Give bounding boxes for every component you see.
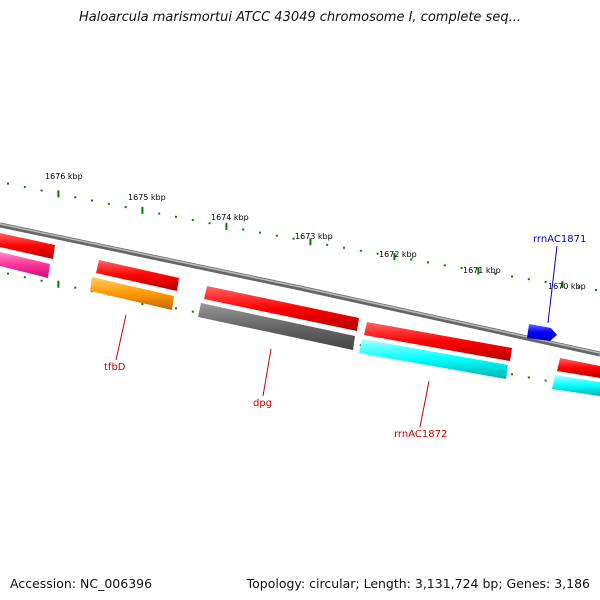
feature-cds-3[interactable] [204, 286, 359, 331]
ruler-label-1674: 1674 kbp [211, 213, 249, 222]
feature-dpg[interactable] [198, 303, 355, 350]
label-tfbD: tfbD [104, 362, 126, 373]
ruler-label-1672: 1672 kbp [379, 250, 417, 259]
feature-cds-1[interactable] [0, 233, 55, 259]
map-title: Haloarcula marismortui ATCC 43049 chromo… [79, 10, 521, 25]
label-rrnAC1872: rrnAC1872 [394, 429, 447, 440]
ruler-label-1671: 1671 kbp [463, 266, 501, 275]
outer-ruler-ticks [7, 182, 597, 291]
feature-rrnAC1872[interactable] [359, 339, 508, 379]
feature-pink[interactable] [0, 252, 50, 278]
label-dpg: dpg [253, 398, 272, 409]
leader-rrnAC1871 [547, 245, 558, 324]
ruler-label-1675: 1675 kbp [128, 193, 166, 202]
leader-dpg [262, 348, 272, 397]
ruler-label-1676: 1676 kbp [45, 172, 83, 181]
topology-summary: Topology: circular; Length: 3,131,724 bp… [246, 576, 590, 591]
label-rrnAC1871: rrnAC1871 [533, 234, 586, 245]
ruler-label-1673: 1673 kbp [295, 232, 333, 241]
feature-tfbD[interactable] [90, 277, 174, 310]
feature-cyan-edge[interactable] [552, 375, 600, 396]
leader-rrnAC1872 [419, 380, 430, 428]
feature-rrnAC1871[interactable] [527, 324, 557, 341]
feature-cds-4[interactable] [364, 322, 512, 361]
feature-cds-5[interactable] [557, 358, 600, 378]
ruler-label-1670: 1670 kbp [548, 282, 586, 291]
feature-cds-2[interactable] [96, 260, 179, 291]
leader-tfbD [115, 314, 127, 361]
genome-backbone [0, 222, 600, 357]
accession-text: Accession: NC_006396 [10, 576, 153, 591]
